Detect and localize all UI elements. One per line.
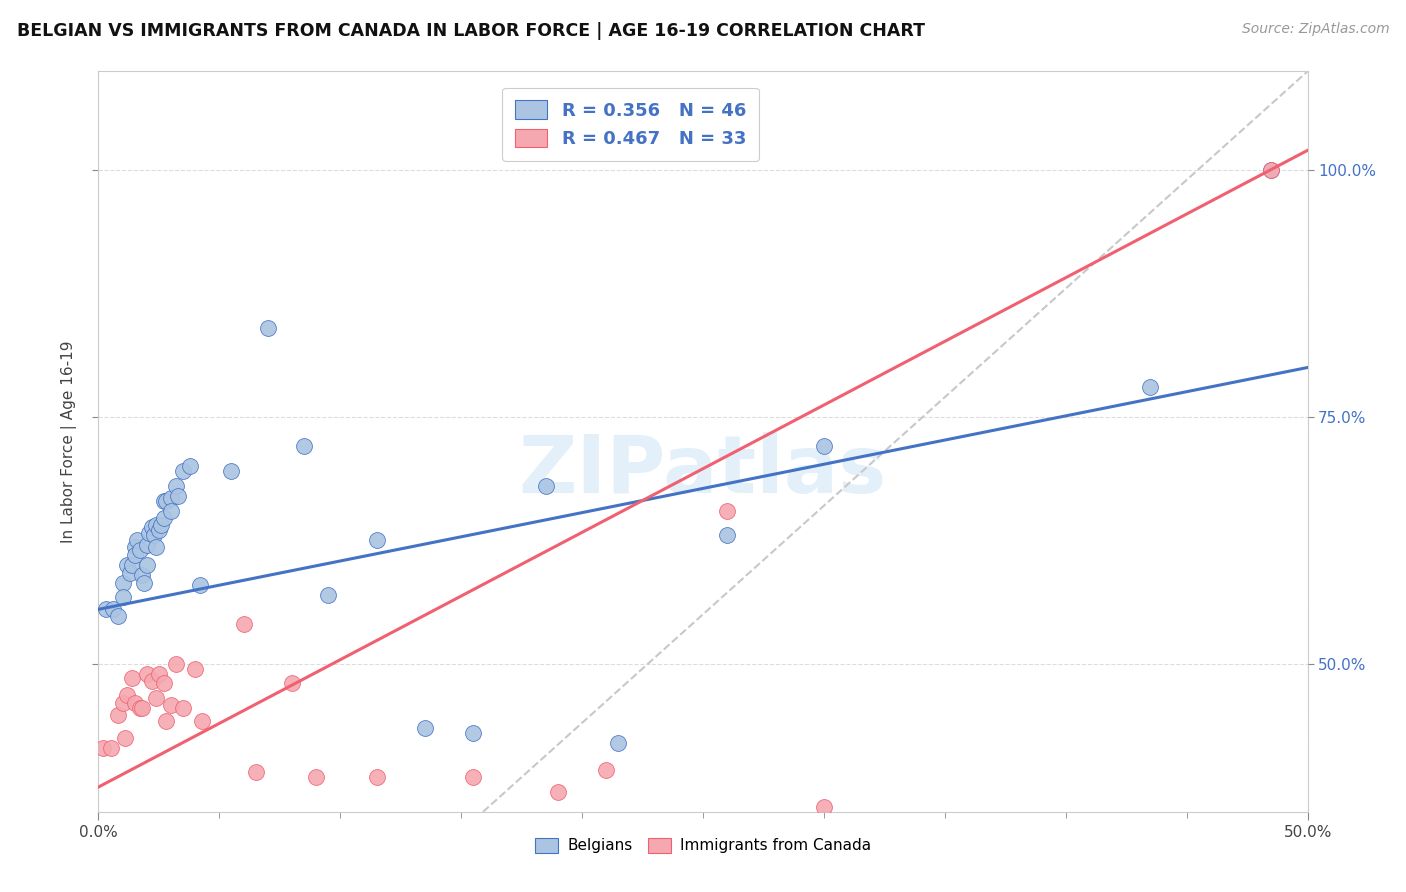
Point: [165, 657, 187, 671]
Point: [595, 764, 617, 778]
Legend: Belgians, Immigrants from Canada: Belgians, Immigrants from Canada: [529, 832, 877, 860]
Point: [107, 609, 129, 624]
Point: [150, 518, 173, 533]
Text: Source: ZipAtlas.com: Source: ZipAtlas.com: [1241, 22, 1389, 37]
Point: [145, 540, 167, 554]
Point: [148, 666, 170, 681]
Point: [135, 538, 157, 552]
Point: [127, 533, 149, 548]
Point: [134, 575, 156, 590]
Point: [152, 676, 174, 690]
Point: [221, 464, 243, 478]
Point: [155, 493, 177, 508]
Point: [160, 491, 183, 505]
Point: [143, 528, 166, 542]
Point: [148, 524, 170, 538]
Point: [141, 520, 163, 534]
Point: [316, 588, 339, 602]
Point: [463, 725, 485, 739]
Point: [160, 698, 183, 712]
Point: [155, 714, 177, 728]
Y-axis label: In Labor Force | Age 16-19: In Labor Force | Age 16-19: [60, 340, 77, 543]
Point: [1260, 163, 1282, 178]
Point: [413, 721, 436, 735]
Point: [124, 540, 146, 554]
Point: [118, 566, 141, 580]
Point: [117, 558, 139, 572]
Point: [101, 602, 124, 616]
Point: [232, 617, 254, 632]
Point: [179, 459, 201, 474]
Point: [111, 590, 134, 604]
Point: [152, 493, 174, 508]
Point: [124, 548, 146, 562]
Point: [366, 533, 388, 548]
Point: [1054, 854, 1077, 868]
Point: [114, 731, 136, 745]
Point: [184, 662, 207, 676]
Point: [607, 736, 630, 750]
Point: [245, 765, 267, 780]
Point: [131, 701, 153, 715]
Text: ZIPatlas: ZIPatlas: [519, 432, 887, 510]
Point: [128, 543, 150, 558]
Point: [165, 479, 187, 493]
Text: BELGIAN VS IMMIGRANTS FROM CANADA IN LABOR FORCE | AGE 16-19 CORRELATION CHART: BELGIAN VS IMMIGRANTS FROM CANADA IN LAB…: [17, 22, 925, 40]
Point: [152, 510, 174, 524]
Point: [172, 464, 194, 478]
Point: [107, 708, 129, 723]
Point: [111, 575, 134, 590]
Point: [135, 666, 157, 681]
Point: [160, 503, 183, 517]
Point: [1260, 163, 1282, 178]
Point: [813, 799, 835, 814]
Point: [117, 688, 139, 702]
Point: [281, 676, 304, 690]
Point: [813, 440, 835, 454]
Point: [292, 440, 315, 454]
Point: [111, 696, 134, 710]
Point: [463, 770, 485, 784]
Point: [138, 526, 160, 541]
Point: [716, 528, 738, 542]
Point: [100, 740, 122, 755]
Point: [167, 489, 190, 503]
Point: [305, 770, 328, 784]
Point: [124, 696, 146, 710]
Point: [547, 785, 569, 799]
Point: [128, 701, 150, 715]
Point: [534, 479, 557, 493]
Point: [121, 558, 143, 572]
Point: [145, 518, 167, 533]
Point: [1139, 380, 1161, 394]
Point: [141, 674, 163, 689]
Point: [91, 740, 114, 755]
Point: [94, 602, 117, 616]
Point: [191, 714, 214, 728]
Point: [145, 691, 167, 706]
Point: [131, 567, 153, 582]
Point: [366, 770, 388, 784]
Point: [121, 672, 143, 686]
Point: [135, 558, 157, 572]
Point: [716, 503, 738, 517]
Point: [188, 577, 211, 591]
Point: [256, 321, 278, 335]
Point: [172, 701, 194, 715]
